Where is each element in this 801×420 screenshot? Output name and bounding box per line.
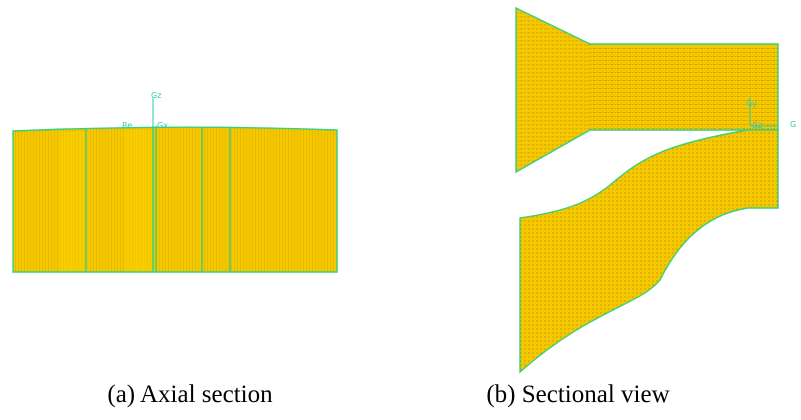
axis-label: Re	[122, 121, 132, 130]
axis-label: G	[790, 120, 796, 129]
sectional-mesh: Gy Gz G	[516, 8, 796, 372]
axis-label: Gx	[157, 121, 168, 130]
axis-label: Gz	[752, 121, 762, 130]
axis-label: Gy	[746, 99, 757, 108]
axis-label: Gz	[151, 91, 161, 100]
figure: Gz Re Gx Gy Gz G (a) Axial section (b) S…	[0, 0, 801, 420]
caption: (a) Axial section	[107, 381, 273, 408]
caption: (b) Sectional view	[486, 381, 669, 408]
axial-mesh: Gz Re Gx	[13, 91, 337, 272]
